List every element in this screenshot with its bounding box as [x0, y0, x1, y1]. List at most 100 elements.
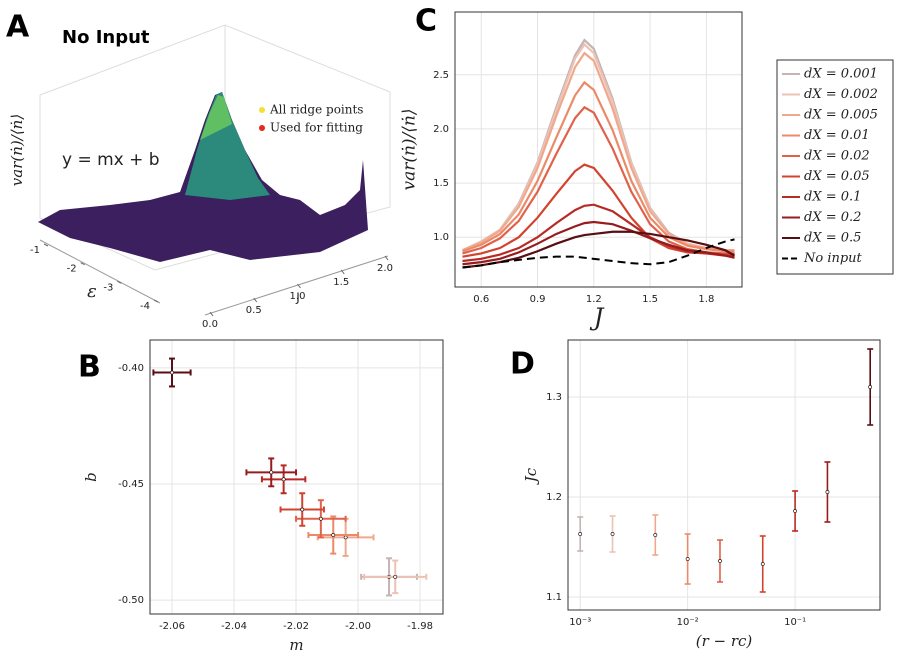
point: [281, 477, 286, 482]
legend-label: dX = 0.002: [804, 87, 878, 102]
x-axis-label: m: [289, 636, 303, 654]
y-tick-label: 1.1: [546, 592, 562, 603]
tick-mark: [340, 269, 345, 275]
y-tick-label: 0.5: [246, 305, 262, 316]
series-line: [462, 230, 736, 269]
y-axis-label: b: [82, 472, 100, 482]
legend-label: Used for fitting: [270, 121, 363, 135]
point: [170, 370, 174, 375]
series-line: [462, 238, 735, 269]
tick-mark: [384, 255, 389, 261]
legend-label: No input: [803, 251, 863, 266]
point: [578, 532, 583, 536]
tick-mark: [117, 280, 122, 284]
x-tick-label: -4: [140, 301, 150, 312]
point: [760, 562, 765, 566]
x-tick-label: -2: [67, 264, 77, 275]
legend-label: dX = 0.005: [804, 108, 878, 123]
y-tick-label: -0.50: [118, 595, 144, 606]
y-tick-label: 1.0: [433, 232, 449, 243]
x-tick-label: 10⁻³: [569, 617, 591, 628]
tick-mark: [43, 243, 49, 247]
legend-label: dX = 0.05: [804, 169, 870, 184]
point: [718, 559, 722, 563]
legend-label: dX = 0.01: [804, 128, 870, 143]
z-axis-label: var(ṅ)/⟨ṅ⟩: [8, 114, 26, 186]
surface-peak: [185, 92, 270, 200]
tick-mark: [297, 283, 301, 289]
point: [331, 533, 336, 537]
y-tick-label: 1.2: [546, 492, 562, 503]
point: [269, 470, 274, 475]
surface-3d: [38, 24, 391, 316]
y-tick-label: 1.0: [290, 291, 306, 302]
x-tick-label: 10⁻²: [677, 617, 699, 628]
x-axis: [39, 239, 161, 304]
tick-mark: [80, 262, 85, 266]
panel-label: D: [510, 347, 535, 382]
tick-mark: [253, 297, 258, 303]
plot-frame: [567, 339, 881, 611]
tick-mark: [209, 311, 214, 317]
point: [393, 574, 398, 579]
point: [300, 507, 305, 512]
legend-label: dX = 0.02: [804, 149, 870, 164]
panel-label: C: [415, 4, 437, 39]
point: [318, 516, 323, 521]
plot-frame: [454, 11, 743, 288]
point: [685, 557, 690, 561]
x-tick-label: 1.5: [642, 294, 658, 305]
panel-label: B: [78, 350, 101, 385]
x-axis-label: ε: [87, 281, 97, 302]
surface-peak-top: [200, 95, 232, 140]
y-tick-label: 2.0: [377, 263, 393, 274]
x-tick-label: 0.6: [473, 294, 489, 305]
legend-label: dX = 0.1: [804, 190, 861, 205]
y-tick-label: 1.3: [546, 392, 562, 403]
series-line: [462, 220, 735, 266]
point: [825, 490, 830, 494]
point: [610, 532, 615, 536]
y-tick-label: 1.5: [433, 178, 449, 189]
x-axis-label: (r − rc): [696, 632, 753, 650]
panel-label: A: [6, 10, 30, 45]
x-tick-label: 0.9: [530, 294, 546, 305]
x-tick-label: 10⁻¹: [784, 617, 806, 628]
y-tick-label: -0.45: [118, 479, 144, 490]
y-tick-label: 2.0: [433, 124, 449, 135]
point: [793, 509, 797, 513]
point: [653, 533, 658, 537]
x-tick-label: -2.00: [345, 621, 371, 632]
x-tick-label: -3: [103, 282, 113, 293]
x-tick-label: -1: [30, 245, 40, 256]
y-axis-label: J: [295, 291, 300, 305]
legend-label: dX = 0.2: [804, 210, 861, 225]
series-line: [462, 80, 735, 253]
legend-marker: [259, 125, 265, 131]
y-axis-label: var(ṅ)/⟨ṅ⟩: [400, 108, 420, 190]
legend-marker: [259, 107, 265, 113]
point: [868, 385, 873, 389]
x-tick-label: 1.2: [586, 294, 602, 305]
chart-title: No Input: [62, 27, 150, 48]
plot-frame: [149, 339, 444, 615]
y-tick-label: -0.40: [118, 363, 144, 374]
x-tick-label: -2.04: [221, 621, 247, 632]
point: [343, 535, 348, 540]
y-tick-label: 1.5: [333, 277, 349, 288]
y-axis: [204, 255, 389, 316]
x-tick-label: -2.06: [159, 621, 185, 632]
box-edge: [39, 92, 391, 271]
y-tick-label: 0.0: [202, 319, 218, 330]
y-tick-label: 2.5: [433, 70, 449, 81]
x-tick-label: 1.8: [698, 294, 714, 305]
legend-label: dX = 0.5: [804, 231, 861, 246]
x-tick-label: -2.02: [283, 621, 309, 632]
annotation: y = mx + b: [62, 150, 160, 170]
y-axis-label: Jc: [522, 467, 540, 485]
tick-mark: [153, 299, 159, 303]
x-tick-label: -1.98: [407, 621, 433, 632]
legend-label: dX = 0.001: [804, 67, 878, 82]
legend-label: All ridge points: [269, 103, 363, 117]
